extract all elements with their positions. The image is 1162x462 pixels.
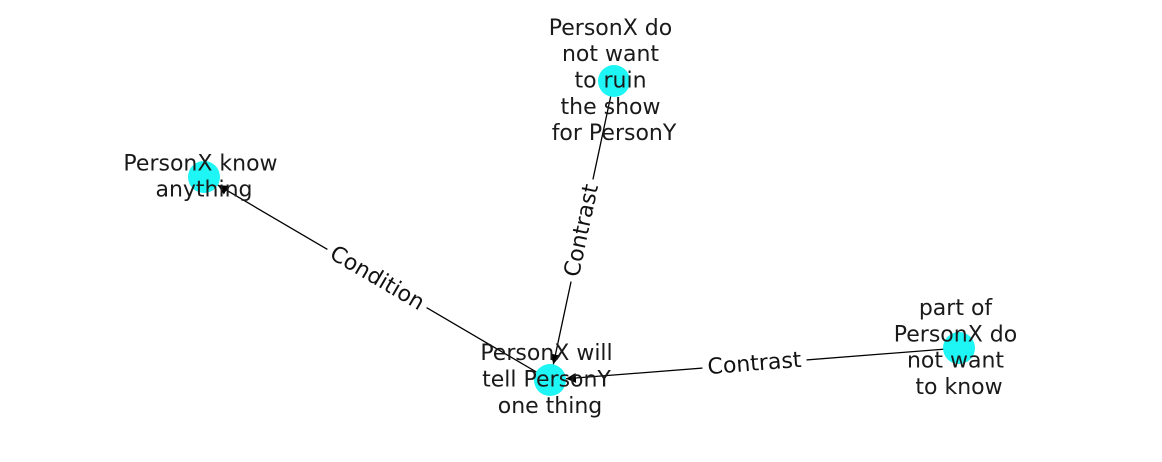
- edge-label-background: [320, 237, 434, 320]
- node-label-line: PersonX will: [480, 341, 612, 366]
- node-label-line: the show: [561, 95, 661, 120]
- node-circle: [598, 65, 630, 97]
- edge-label: Contrast: [560, 182, 604, 280]
- node-personx-tell-persony: PersonX will tell PersonY one thing: [480, 335, 619, 419]
- node-label-line: tell PersonY: [482, 368, 611, 393]
- node-label-line: not want: [562, 42, 659, 67]
- edge-label: Contrast: [707, 348, 803, 380]
- node-label-line: not want: [907, 349, 1004, 374]
- node-label-line: PersonX do: [549, 16, 672, 41]
- edge-label-background: [701, 346, 808, 382]
- node-label: part of PersonX do not want to know: [894, 290, 1024, 400]
- edge-label: Condition: [325, 241, 428, 316]
- node-circle: [188, 161, 220, 193]
- edge-contrast-part: Contrast: [565, 346, 960, 383]
- node-label: PersonX know anything: [123, 145, 284, 203]
- node-label: PersonX will tell PersonY one thing: [480, 335, 619, 419]
- node-label-line: one thing: [498, 394, 603, 419]
- nodes: PersonX know anything PersonX do not wan…: [123, 9, 1024, 419]
- node-label-line: anything: [155, 178, 252, 203]
- node-label-line: to know: [915, 375, 1002, 400]
- node-label-line: PersonX do: [894, 322, 1017, 347]
- edge-label-background: [557, 176, 607, 285]
- node-label-line: for PersonY: [552, 121, 677, 146]
- node-part-of-personx: part of PersonX do not want to know: [894, 290, 1024, 400]
- node-circle: [534, 364, 566, 396]
- node-label-line: PersonX know: [123, 151, 277, 176]
- node-personx-not-ruin-show: PersonX do not want to ruin the show for…: [549, 9, 679, 146]
- node-label: PersonX do not want to ruin the show for…: [549, 9, 679, 146]
- node-personx-know-anything: PersonX know anything: [123, 145, 284, 203]
- node-label-line: to ruin: [574, 69, 646, 94]
- node-circle: [943, 332, 975, 364]
- node-label-line: part of: [919, 296, 994, 321]
